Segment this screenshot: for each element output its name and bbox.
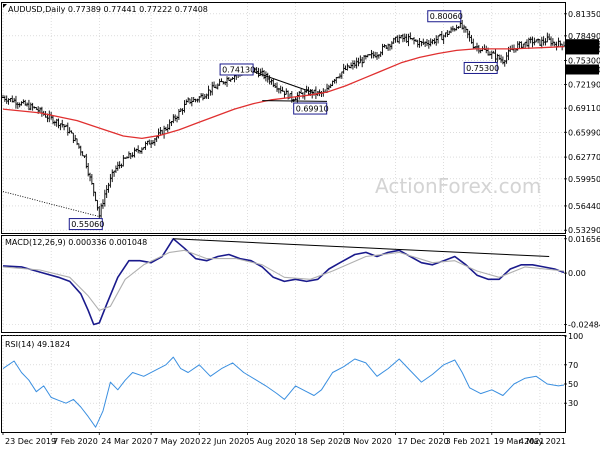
price-annotation: 0.69910: [293, 102, 329, 115]
price-y-tick-label: 0.72190: [568, 80, 600, 89]
macd-signal-line: [2, 249, 565, 311]
annotation-label: 0.55060: [71, 220, 104, 229]
price-tag-label: 0.76730: [568, 45, 600, 54]
x-tick-label: 5 Aug 2020: [249, 437, 295, 446]
macd-y-tick-label: 0.016567: [568, 235, 600, 244]
price-y-tick-label: 0.59950: [568, 175, 600, 184]
price-tag-box: [565, 39, 599, 50]
macd-trendline: [173, 238, 550, 258]
rsi-series: [2, 356, 565, 428]
corner-marker-icon: [3, 4, 7, 8]
x-tick-label: 23 Dec 2019: [5, 437, 56, 446]
price-annotation: 0.80060: [427, 10, 463, 23]
price-annotation: 0.74130: [219, 63, 255, 76]
annotation-label: 0.75300: [466, 64, 499, 73]
trend-lines: [2, 69, 328, 218]
price-annotation: 0.75300: [463, 61, 499, 74]
watermark-text: ActionForex.com: [375, 174, 541, 198]
x-tick-label: 19 Mar 2021: [494, 437, 545, 446]
x-tick-label: 7 May 2020: [153, 437, 200, 446]
macd-y-tick-label: -0.02484: [568, 321, 600, 330]
macd-panel-title: MACD(12,26,9) 0.000336 0.001048: [5, 238, 147, 247]
price-y-tick-label: 0.81350: [568, 10, 600, 19]
rsi-grid: [2, 335, 564, 432]
macd-line: [2, 238, 565, 326]
annotation-label: 0.74130: [222, 65, 255, 74]
price-y-tick-label: 0.62770: [568, 153, 600, 162]
annotation-box: [427, 10, 462, 23]
price-y-tick-label: 0.65990: [568, 128, 600, 137]
x-tick-label: 4 May 2021: [519, 437, 566, 446]
triangle-lower-line: [262, 100, 328, 102]
annotation-box: [293, 102, 328, 115]
macd-panel-frame: [1, 235, 566, 333]
annotation-label: 0.80060: [430, 12, 463, 21]
rsi-y-tick-label: 100: [568, 332, 583, 341]
annotation-box: [463, 61, 498, 74]
y-axes: 0.81350 0.78490 0.75300 0.72190 0.69110 0.659…: [564, 10, 600, 408]
macd-y-tick-label: 0.00: [568, 269, 586, 278]
x-tick-label: 3 Nov 2020: [346, 437, 392, 446]
rsi-panel-title: RSI(14) 49.1824: [5, 340, 70, 349]
price-y-tick-label: 0.53290: [568, 226, 600, 235]
price-tag-box: [565, 44, 599, 55]
price-y-tick-label: 0.78490: [568, 32, 600, 41]
x-tick-label: 22 Jun 2020: [201, 437, 249, 446]
ma-line: [2, 45, 565, 140]
price-panel-frame: [1, 2, 566, 234]
price-panel-title: AUDUSD,Daily 0.77389 0.77441 0.77222 0.7…: [8, 5, 208, 14]
price-tag-box: [565, 64, 599, 75]
price-annotation: 0.55060: [68, 218, 104, 231]
triangle-upper-line: [247, 69, 315, 94]
price-y-tick-label: 0.69110: [568, 104, 600, 113]
annotation-box: [68, 218, 103, 231]
annotation-label: 0.69910: [296, 105, 329, 114]
price-y-tick-label: 0.56440: [568, 202, 600, 211]
price-tag-label: 0.74130: [568, 65, 600, 74]
price-annotations: 0.80060 0.74130 0.69910 0.75300 0.55060: [68, 10, 499, 231]
price-y-tick-label: 0.75300: [568, 56, 600, 65]
macd-series: [2, 238, 565, 326]
rsi-y-tick-label: 50: [568, 380, 578, 389]
x-tick-label: 17 Dec 2020: [398, 437, 449, 446]
annotation-box: [219, 63, 254, 76]
moving-average: [2, 45, 565, 140]
x-tick-label: 18 Sep 2020: [298, 437, 349, 446]
x-tick-label: 7 Feb 2020: [53, 437, 98, 446]
rsi-y-tick-label: 30: [568, 399, 578, 408]
x-tick-label: 3 Feb 2021: [446, 437, 491, 446]
price-grid: [2, 3, 564, 233]
rsi-y-tick-label: 70: [568, 361, 578, 370]
dotted-support-line: [2, 191, 100, 218]
x-tick-label: 24 Mar 2020: [101, 437, 152, 446]
rsi-line: [2, 356, 565, 428]
